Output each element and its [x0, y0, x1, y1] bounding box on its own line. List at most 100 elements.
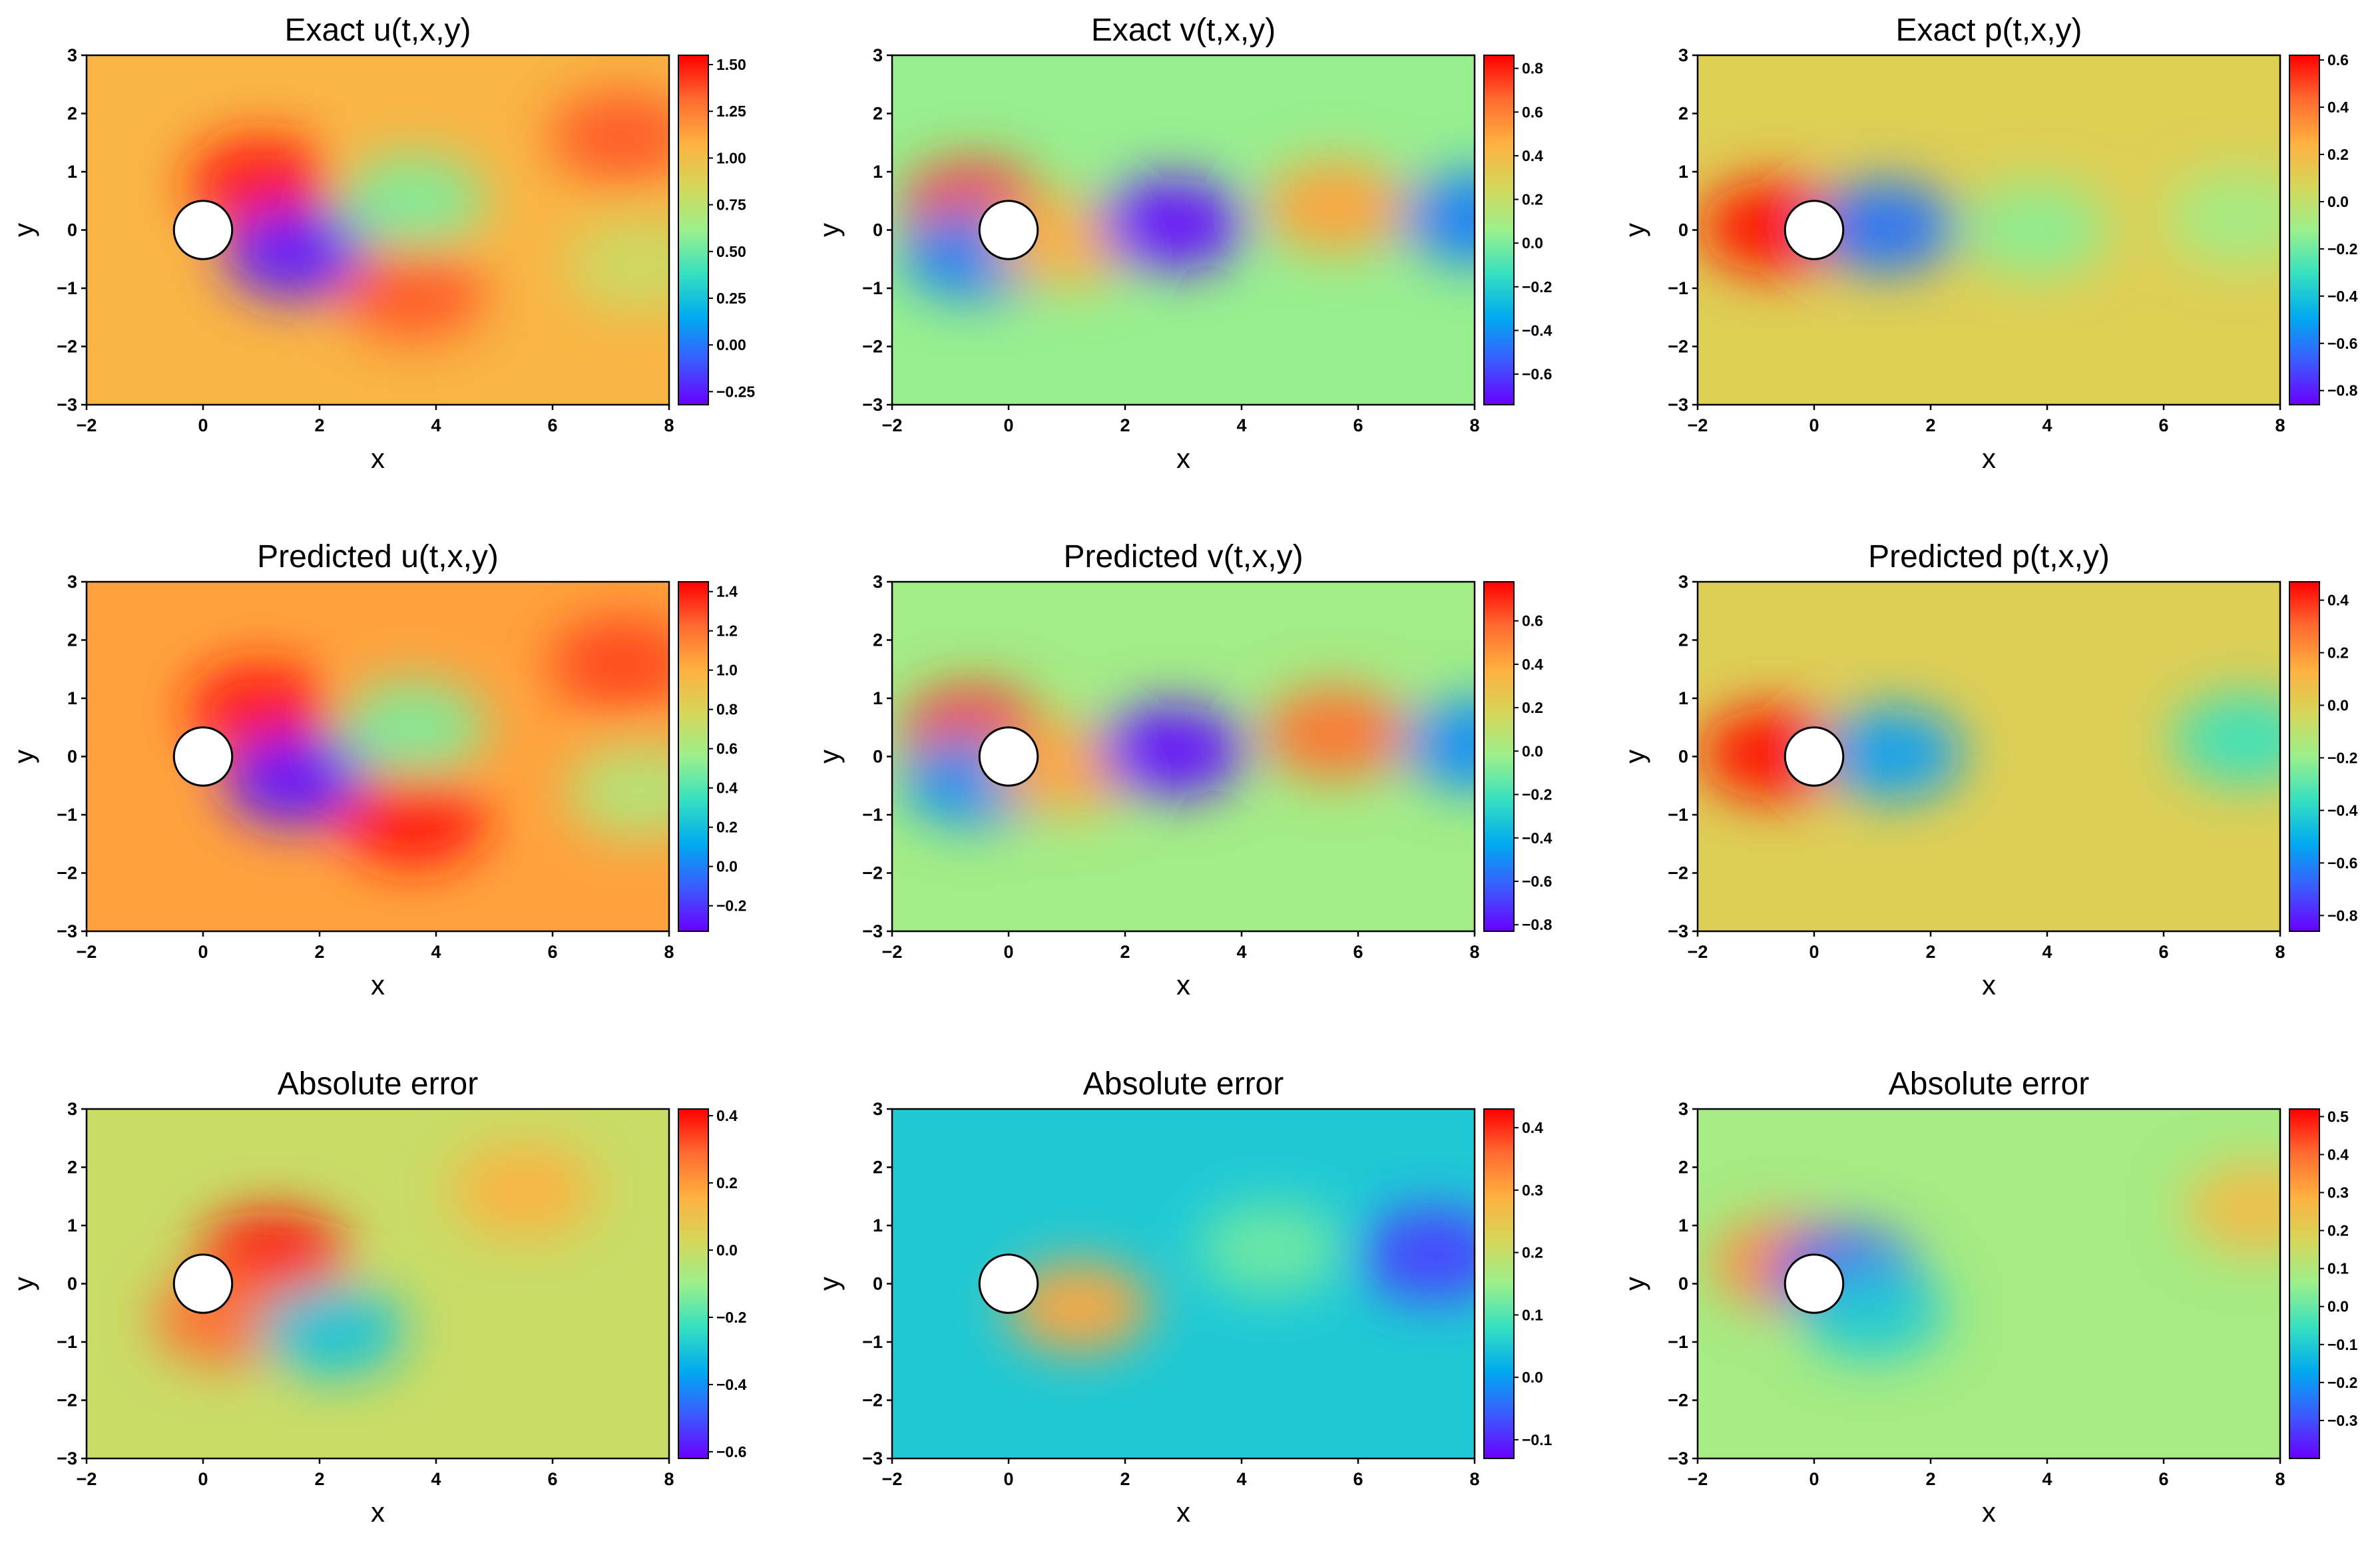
y-tick-label: −2: [862, 337, 883, 357]
x-tick-label: −2: [882, 942, 903, 962]
colorbar-tick-label: 0.2: [2327, 1222, 2349, 1239]
x-tick-label: 0: [198, 415, 208, 435]
field-feature-2: [223, 206, 369, 300]
colorbar-tick-label: −0.1: [2327, 1336, 2358, 1353]
y-tick-label: −3: [862, 1448, 883, 1468]
y-tick-label: −1: [57, 1332, 77, 1352]
cylinder-obstacle: [172, 1253, 234, 1314]
y-tick-label: −3: [57, 921, 77, 941]
y-tick-label: −2: [57, 1391, 77, 1411]
panel-title: Exact v(t,x,y): [1091, 13, 1276, 48]
panel-title: Absolute error: [1889, 1066, 2089, 1102]
y-tick-label: 1: [67, 162, 77, 182]
colorbar-tick-label: 0.50: [716, 243, 746, 260]
colorbar: [2289, 581, 2320, 932]
x-tick-label: 2: [1120, 1469, 1130, 1489]
y-tick-label: 2: [67, 1158, 77, 1178]
colorbar-tick-label: 0.2: [716, 1174, 738, 1192]
colorbar-tick-label: 0.6: [1522, 612, 1543, 630]
x-tick-label: 4: [1236, 942, 1246, 962]
colorbar-tick-label: 0.0: [2327, 1298, 2349, 1315]
y-tick-label: 2: [67, 630, 77, 650]
cylinder-obstacle: [1784, 1253, 1845, 1314]
colorbar: [678, 581, 709, 932]
panel-1: Exact u(t,x,y)−2 0 2 4 6 8−3−2−10123xy−0.250.…: [8, 13, 755, 474]
cylinder-obstacle: [1784, 200, 1845, 260]
y-tick-label: 1: [1678, 688, 1688, 708]
colorbar-tick-label: 1.0: [716, 662, 738, 679]
x-tick-label: 8: [1469, 1469, 1479, 1489]
colorbar: [1483, 1108, 1515, 1459]
colorbar-tick-label: 0.4: [2327, 99, 2349, 116]
heatmap-field: [188, 90, 669, 341]
field-feature-5: [1262, 160, 1408, 254]
heatmap-field: [1005, 1202, 1475, 1354]
panel-5: Predicted v(t,x,y)−2 0 2 4 6 8−3−2−10123xy−0.…: [814, 539, 1552, 1000]
colorbar-tick-label: −0.2: [1522, 278, 1552, 296]
colorbar-tick-label: −0.4: [1522, 322, 1552, 339]
y-tick-label: −2: [57, 337, 77, 357]
colorbar-tick-label: 1.4: [716, 583, 738, 600]
colorbar-tick-label: 0.4: [2327, 1146, 2349, 1163]
colorbar-tick-label: −0.2: [2327, 1374, 2357, 1391]
x-axis-label: x: [371, 443, 385, 474]
field-feature-6: [1401, 172, 1475, 265]
x-tick-label: 8: [1469, 415, 1479, 435]
y-tick-label: 0: [1678, 220, 1688, 240]
x-tick-label: 6: [2158, 942, 2168, 962]
y-tick-label: −2: [1668, 1391, 1688, 1411]
x-axis-label: x: [1176, 969, 1190, 1000]
y-tick-label: −2: [1668, 863, 1688, 883]
cylinder-obstacle: [978, 1253, 1039, 1314]
x-axis-label: x: [371, 1496, 385, 1528]
y-tick-label: 0: [67, 220, 77, 240]
field-feature-4: [1098, 704, 1245, 797]
x-axis-label: x: [1176, 443, 1190, 474]
y-axis-label: y: [814, 223, 845, 237]
colorbar-tick-label: −0.4: [716, 1376, 747, 1393]
cylinder-obstacle: [172, 726, 234, 787]
colorbar-tick-label: 0.2: [1522, 699, 1543, 716]
colorbar-tick-label: 0.6: [2327, 51, 2349, 69]
colorbar-tick-label: −0.8: [2327, 382, 2358, 399]
x-tick-label: 6: [1353, 1469, 1363, 1489]
y-tick-label: 1: [67, 1215, 77, 1235]
colorbar-tick-label: −0.8: [1522, 916, 1552, 933]
x-tick-label: 0: [198, 1469, 208, 1489]
colorbar: [1483, 581, 1515, 932]
field-feature-2: [1811, 180, 1957, 274]
x-tick-label: 2: [314, 415, 324, 435]
colorbar-tick-label: −0.6: [1522, 873, 1552, 890]
colorbar-tick-label: 0.2: [1522, 191, 1543, 208]
x-axis-label: x: [1176, 1496, 1190, 1528]
x-tick-label: 8: [664, 415, 674, 435]
panel-7: Absolute error−2 0 2 4 6 8−3−2−10123xy−0.6−0.…: [8, 1066, 747, 1528]
x-tick-label: −2: [882, 415, 903, 435]
cylinder-obstacle: [1784, 726, 1845, 787]
y-tick-label: 2: [873, 104, 883, 124]
x-tick-label: 6: [2158, 415, 2168, 435]
heatmap-field: [153, 1144, 597, 1377]
panel-title: Exact p(t,x,y): [1895, 13, 2082, 48]
y-tick-label: 3: [873, 572, 883, 592]
x-tick-label: 4: [1236, 415, 1246, 435]
y-axis-label: y: [8, 750, 39, 764]
x-tick-label: 4: [431, 415, 441, 435]
field-feature-5: [1262, 686, 1408, 780]
colorbar-tick-label: −0.4: [2327, 801, 2358, 819]
y-tick-label: −3: [1668, 395, 1688, 415]
x-tick-label: 2: [314, 1469, 324, 1489]
colorbar-tick-label: −0.25: [716, 383, 755, 400]
y-axis-label: y: [814, 750, 845, 764]
colorbar-tick-label: −0.8: [2327, 907, 2358, 924]
colorbar-tick-label: 1.25: [716, 103, 746, 120]
y-tick-label: 2: [1678, 104, 1688, 124]
x-tick-label: 4: [2042, 942, 2052, 962]
x-tick-label: 4: [2042, 1469, 2052, 1489]
colorbar-tick-label: 0.2: [1522, 1244, 1543, 1261]
x-tick-label: 8: [2275, 415, 2285, 435]
field-feature-4: [340, 247, 486, 341]
x-tick-label: 8: [664, 1469, 674, 1489]
x-tick-label: 4: [431, 942, 441, 962]
